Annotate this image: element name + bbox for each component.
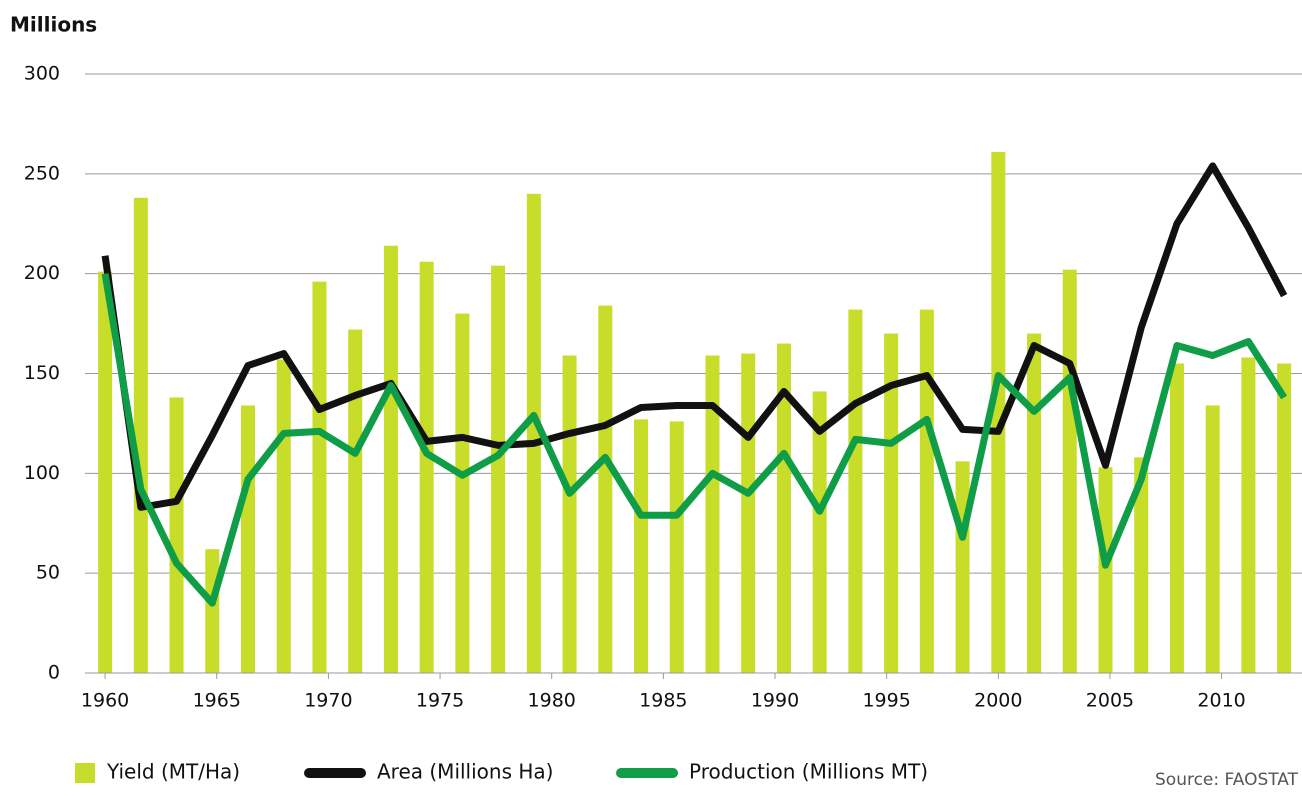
bar xyxy=(598,305,613,673)
bar xyxy=(1098,467,1113,673)
x-tick-label: 2005 xyxy=(1086,690,1134,712)
bar xyxy=(1241,357,1256,673)
bar xyxy=(848,309,863,673)
bar xyxy=(419,261,434,673)
bar xyxy=(1169,363,1184,673)
y-tick-label: 200 xyxy=(24,262,60,284)
x-tick-label: 1960 xyxy=(81,690,129,712)
bar xyxy=(1205,405,1220,673)
bar xyxy=(1134,457,1149,673)
x-tick-label: 1985 xyxy=(639,690,687,712)
bar xyxy=(526,193,541,674)
bar xyxy=(348,329,363,673)
bar xyxy=(562,355,577,673)
x-tick-label: 1990 xyxy=(751,690,799,712)
x-tick-label: 1975 xyxy=(416,690,464,712)
bar xyxy=(312,281,327,673)
y-axis-label: Millions xyxy=(10,13,97,37)
bar xyxy=(1062,269,1077,673)
bar xyxy=(133,197,148,673)
bar xyxy=(98,271,113,673)
y-tick-label: 100 xyxy=(24,462,60,484)
bar xyxy=(705,355,720,673)
bar xyxy=(241,405,256,673)
bar xyxy=(1027,333,1042,673)
y-tick-label: 250 xyxy=(24,162,60,184)
x-tick-label: 1970 xyxy=(304,690,352,712)
legend-label: Production (Millions MT) xyxy=(689,760,928,784)
bar xyxy=(919,309,934,673)
bar xyxy=(276,359,291,673)
y-tick-label: 150 xyxy=(24,362,60,384)
bar xyxy=(812,391,827,673)
y-tick-label: 300 xyxy=(24,63,60,85)
bar xyxy=(634,419,649,673)
y-tick-label: 50 xyxy=(36,562,60,584)
bar xyxy=(776,343,791,673)
line xyxy=(101,273,1288,607)
legend-label: Yield (MT/Ha) xyxy=(106,760,240,784)
y-tick-label: 0 xyxy=(48,662,60,684)
bar xyxy=(669,421,684,673)
bar xyxy=(455,313,470,673)
x-tick-label: 1980 xyxy=(528,690,576,712)
bar xyxy=(205,549,220,673)
x-tick-label: 1965 xyxy=(193,690,241,712)
source: Source: FAOSTAT xyxy=(1155,770,1299,790)
bar xyxy=(383,245,398,674)
bar xyxy=(491,265,506,673)
legend-swatch xyxy=(75,763,95,783)
bar xyxy=(884,333,899,673)
bar xyxy=(991,151,1006,673)
bar xyxy=(741,353,756,673)
bar xyxy=(169,397,184,673)
x-tick-label: 2010 xyxy=(1197,690,1245,712)
bar xyxy=(1277,363,1292,673)
x-tick-label: 1995 xyxy=(862,690,910,712)
line xyxy=(101,162,1288,511)
x-tick-label: 2000 xyxy=(974,690,1022,712)
legend-label: Area (Millions Ha) xyxy=(377,760,553,784)
bar xyxy=(955,461,970,673)
